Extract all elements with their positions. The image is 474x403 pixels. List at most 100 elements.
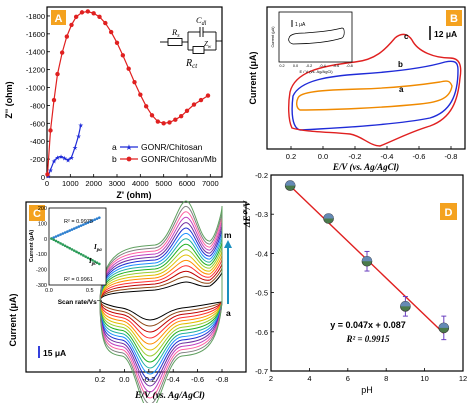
panel-a-point-b	[143, 104, 149, 109]
panel-c-cv-curve	[99, 200, 223, 403]
panel-b-ylabel: Current (μA)	[248, 51, 258, 104]
panel-c-badge	[29, 205, 45, 221]
panel-c-inset-x-tick-label: 0.0	[45, 288, 53, 294]
panel-a-point-b	[85, 9, 91, 14]
panel-c-x-tick-label: -0.6	[191, 375, 204, 384]
panel-c-x-tick-label: 0.2	[95, 375, 105, 384]
panel-a-x-ticks: 0 1000 2000 3000 4000 5000 6000 7000	[45, 174, 219, 188]
panel-c-inset-point-ipa	[91, 219, 94, 222]
panel-c-inset-xlabel: Scan rate/Vs⁻¹	[58, 299, 103, 306]
panel-b-inset-x-tick-label: -0.6	[333, 64, 340, 68]
circuit-rs-label: Rs	[171, 27, 180, 39]
panel-a-point-b	[114, 40, 120, 45]
panel-c-inset-point-ipa	[63, 231, 67, 234]
panel-a-y-ticks: 0 -200 -400 -600 -800 -1000 -1200 -1400 -1600 -18…	[26, 12, 50, 182]
panel-a-badge	[51, 10, 66, 25]
panel-c-letter: C	[33, 208, 41, 220]
panel-a-point-a: ★	[78, 122, 84, 130]
panel-b-x-tick-label: -0.2	[349, 152, 362, 161]
cv-curve-c	[287, 33, 462, 147]
panel-a-point-b	[126, 66, 131, 71]
panel-c-x-tick-label: -0.4	[167, 375, 180, 384]
panel-a-point-b	[205, 93, 211, 98]
panel-a-x-tick-label: 7000	[202, 179, 219, 188]
panel-c-inset-ylabel: Current (μA)	[29, 230, 35, 263]
panel-a-point-b	[59, 50, 65, 55]
panel-a-point-b	[149, 113, 155, 118]
panel-a-legend: a ★ GONR/Chitosan b GONR/Chitosan/Mb	[112, 142, 217, 164]
panel-c-inset-frame	[48, 207, 107, 286]
panel-a-point-b	[64, 34, 70, 39]
panel-a-point-a: ★	[58, 153, 64, 161]
panel-a-point-b	[191, 102, 197, 107]
cv-curve-a	[295, 80, 453, 111]
panel-a-point-a: ★	[69, 154, 75, 162]
panel-a: 0 -200 -400 -600 -800 -1000 -1200 -1400 -1600 -18…	[4, 6, 223, 200]
panel-c-x-tick-label: -0.2	[142, 375, 155, 384]
panel-b-inset-x-tick-label: -0.4	[319, 64, 326, 68]
panel-b-inset-frame	[278, 11, 353, 63]
panel-c-inset-r2-top: R² = 0.9975	[64, 219, 93, 225]
panel-d-plot	[284, 180, 450, 341]
panel-a-point-a: ★	[55, 154, 61, 162]
panel-a-point-a: ★	[51, 157, 57, 165]
curve-label-a: a	[399, 85, 404, 94]
panel-a-y-tick-label: -800	[30, 101, 45, 110]
panel-a-point-b	[155, 119, 161, 124]
panel-c-inset-point-ipa	[82, 223, 85, 226]
panel-d-point-highlight	[362, 256, 372, 262]
panel-c-inset-point-ipa	[59, 233, 62, 236]
panel-c-x-tick-label: 0.0	[119, 375, 129, 384]
panel-c-inset-point-ipc	[56, 240, 60, 244]
panel-c-cv-curves	[99, 200, 223, 403]
panel-a-point-b	[48, 128, 53, 133]
circuit-zw-label: Zw	[204, 40, 212, 50]
panel-a-point-a: ★	[45, 173, 51, 181]
panel-d-y-tick-label: -0.4	[255, 249, 268, 258]
panel-c-inset-point-ipc	[61, 243, 65, 246]
panel-c-inset-r2-bottom: R² = 0.9961	[64, 277, 93, 283]
panel-c-inset-point-ipc	[91, 258, 94, 262]
panel-a-point-a: ★	[76, 132, 82, 140]
panel-d-equation: y = 0.047x + 0.087	[330, 320, 406, 330]
panel-c-inset-x-ticks: 0.0 0.5	[45, 288, 93, 294]
legend-key-a: a	[112, 142, 117, 152]
panel-c-inset-plot	[50, 216, 101, 266]
panel-b-inset-curve	[288, 27, 345, 45]
panel-a-point-a: ★	[48, 166, 54, 174]
panel-d-y-tick-label: -0.7	[255, 367, 268, 376]
panel-a-series: ★★★★★★★★★★★	[45, 9, 211, 181]
panel-c-inset-point-ipa	[56, 234, 60, 237]
panel-c-inset-y-ticks: 200 100 0 -100 -200 -300	[36, 206, 47, 289]
legend-label-a: GONR/Chitosan	[141, 142, 203, 152]
curve-label-m: m	[224, 230, 232, 240]
panel-b-xlabel: E/V (vs. Ag/AgCl)	[332, 162, 399, 172]
panel-a-point-b	[138, 92, 143, 97]
panel-c-inset-point-ipa	[72, 227, 76, 230]
panel-c-inset-point-ipc	[93, 260, 97, 263]
panel-a-y-tick-label: -200	[30, 155, 45, 164]
panel-c-inset-point-ipa	[70, 228, 74, 231]
panel-c-inset-y-tick-label: -200	[36, 268, 47, 274]
panel-b: B c b a 12 μA 1 μA Current (μA) 0.2 0.0 -0…	[248, 6, 466, 172]
panel-c-inset-point-ipc	[86, 256, 90, 260]
panel-d-y-tick-label: -0.2	[255, 171, 268, 180]
legend-key-b: b	[112, 154, 117, 164]
panel-c-inset-point-ipc	[79, 252, 83, 256]
panel-a-y-tick-label: -1800	[26, 12, 45, 21]
panel-c: C m a 15 μA 200 100 0 -100 -200 -300 0.0 0.5 R…	[8, 200, 247, 403]
panel-d-frame	[270, 174, 464, 372]
panel-a-point-b	[167, 120, 172, 125]
panel-a-point-a: ★	[65, 157, 71, 165]
panel-a-y-tick-label: -1000	[26, 84, 45, 93]
curve-label-b: b	[398, 60, 403, 69]
panel-d-point-highlight	[285, 180, 296, 186]
panel-a-point-a: ★	[62, 155, 68, 163]
panel-a-point-b	[97, 14, 102, 20]
panel-c-inset-point-ipa	[95, 217, 99, 220]
panel-a-point-b	[198, 97, 204, 103]
panel-c-inset-point-ipc	[84, 255, 87, 258]
panel-a-point-b	[108, 29, 114, 35]
panel-a-x-tick-label: 2000	[85, 179, 102, 188]
